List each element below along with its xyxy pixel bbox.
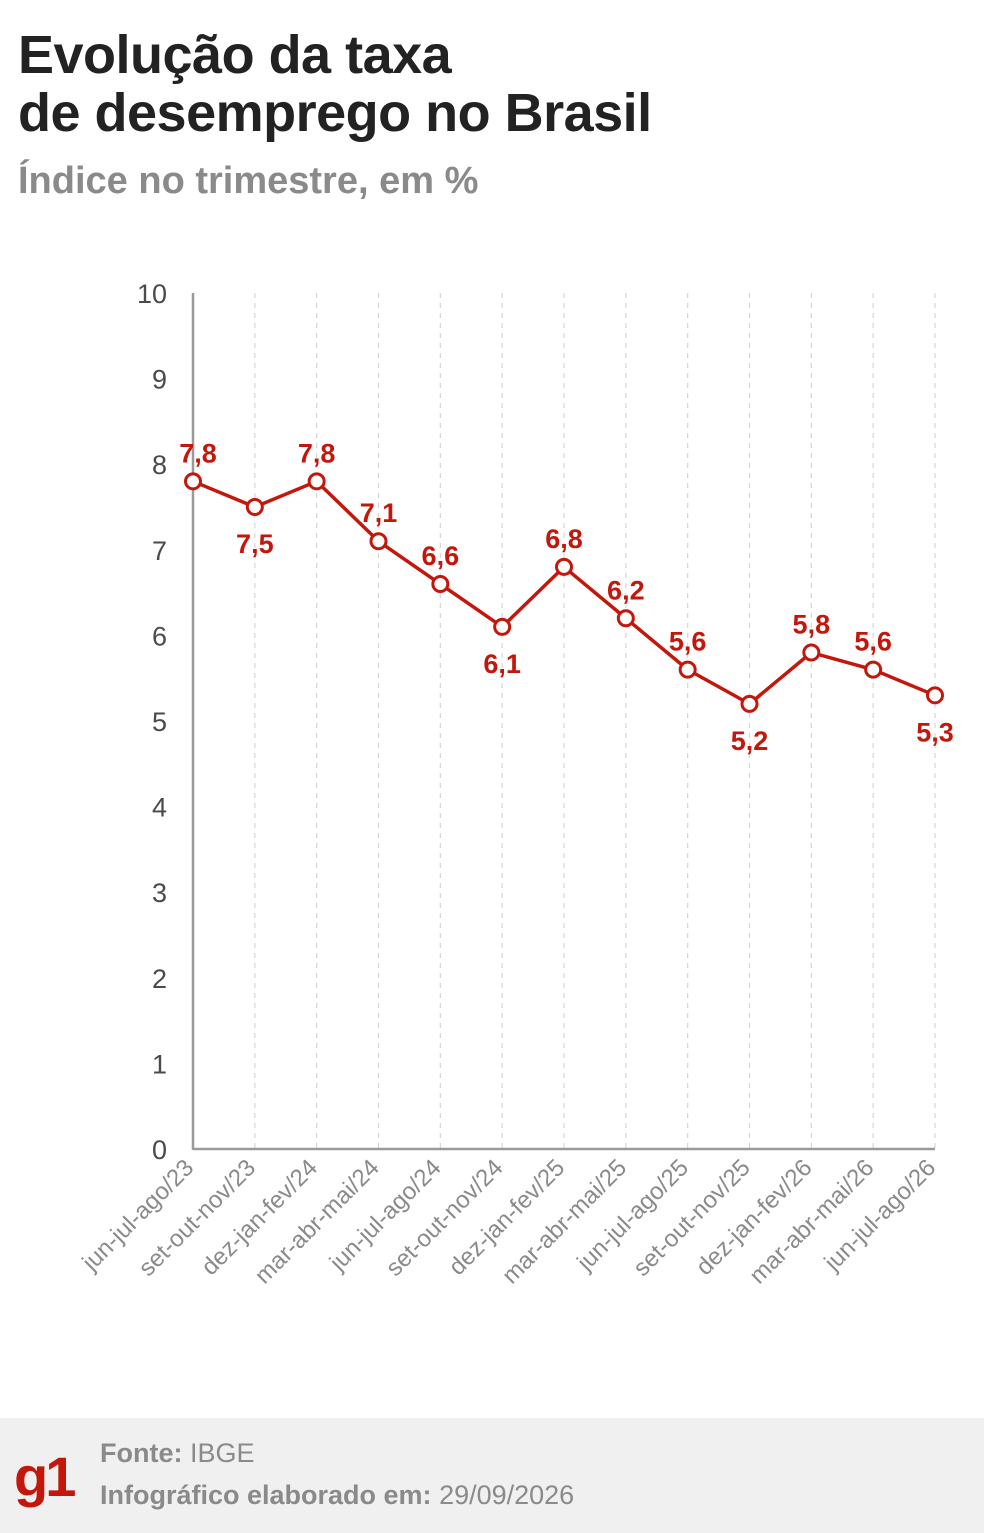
data-label: 5,8: [793, 610, 831, 640]
data-point: [493, 617, 512, 636]
grid-lines: [254, 293, 936, 1149]
data-labels: 7,8 7,5 7,8 7,1 6,6 6,1 6,8 6,2 5,6 5,2 5,8 5,6 5,3: [179, 438, 954, 756]
series-unemployment-rate: [184, 472, 944, 713]
source-line: Fonte: IBGE: [100, 1438, 255, 1469]
made-on-label: Infográfico elaborado em:: [100, 1480, 432, 1510]
made-on-value: 29/09/2026: [439, 1480, 575, 1510]
y-tick-label: 10: [137, 279, 167, 309]
data-point: [555, 557, 573, 576]
y-tick-label: 0: [152, 1135, 167, 1165]
made-on-line: Infográfico elaborado em: 29/09/2026: [100, 1480, 574, 1511]
x-tick-labels: jun-jul-ago/23set-out-nov/23dez-jan-fev/…: [77, 1154, 942, 1289]
data-point: [184, 472, 202, 491]
footer: g1 Fonte: IBGE Infográfico elaborado em:…: [0, 1418, 984, 1533]
data-point: [864, 660, 883, 679]
data-point: [369, 532, 388, 551]
data-label: 5,2: [731, 726, 769, 756]
title-line-1: Evolução da taxa: [18, 25, 452, 85]
y-tick-label: 8: [152, 450, 167, 480]
data-point: [616, 609, 635, 628]
data-label: 7,8: [298, 438, 336, 468]
data-label: 6,1: [483, 649, 521, 679]
data-label: 5,6: [669, 627, 707, 657]
y-tick-label: 1: [152, 1049, 167, 1079]
y-tick-labels: 0 1 2 3 4 5 6 7 8 9 10: [137, 279, 167, 1165]
data-label: 7,8: [179, 438, 217, 468]
y-tick-label: 3: [152, 878, 167, 908]
y-tick-label: 9: [152, 365, 167, 395]
chart-subtitle: Índice no trimestre, em %: [18, 160, 479, 202]
data-point: [802, 643, 821, 662]
data-point: [307, 472, 326, 491]
data-label: 7,1: [360, 498, 398, 528]
source-label: Fonte:: [100, 1438, 183, 1468]
y-tick-label: 7: [152, 536, 167, 566]
data-label: 5,6: [854, 627, 892, 657]
data-point: [740, 694, 759, 713]
axes: [191, 293, 935, 1151]
data-label: 6,2: [607, 575, 645, 605]
y-tick-label: 5: [152, 707, 167, 737]
line-chart: 0 1 2 3 4 5 6 7 8 9 10 jun-jul-ago/23set-out-nov/2…: [77, 279, 954, 1289]
data-label: 6,6: [422, 541, 460, 571]
chart-title: Evolução da taxa de desemprego no Brasil: [18, 26, 652, 142]
y-tick-label: 4: [152, 793, 167, 823]
data-point: [245, 498, 264, 516]
data-label: 6,8: [545, 524, 583, 554]
source-value: IBGE: [190, 1438, 255, 1468]
data-point: [678, 660, 697, 679]
data-label: 7,5: [236, 529, 274, 559]
title-line-2: de desemprego no Brasil: [18, 83, 652, 143]
data-point: [431, 575, 450, 594]
y-tick-label: 6: [152, 621, 167, 651]
data-label: 5,3: [916, 717, 954, 747]
data-point: [926, 686, 944, 705]
g1-logo: g1: [14, 1445, 76, 1508]
y-tick-label: 2: [152, 964, 167, 994]
